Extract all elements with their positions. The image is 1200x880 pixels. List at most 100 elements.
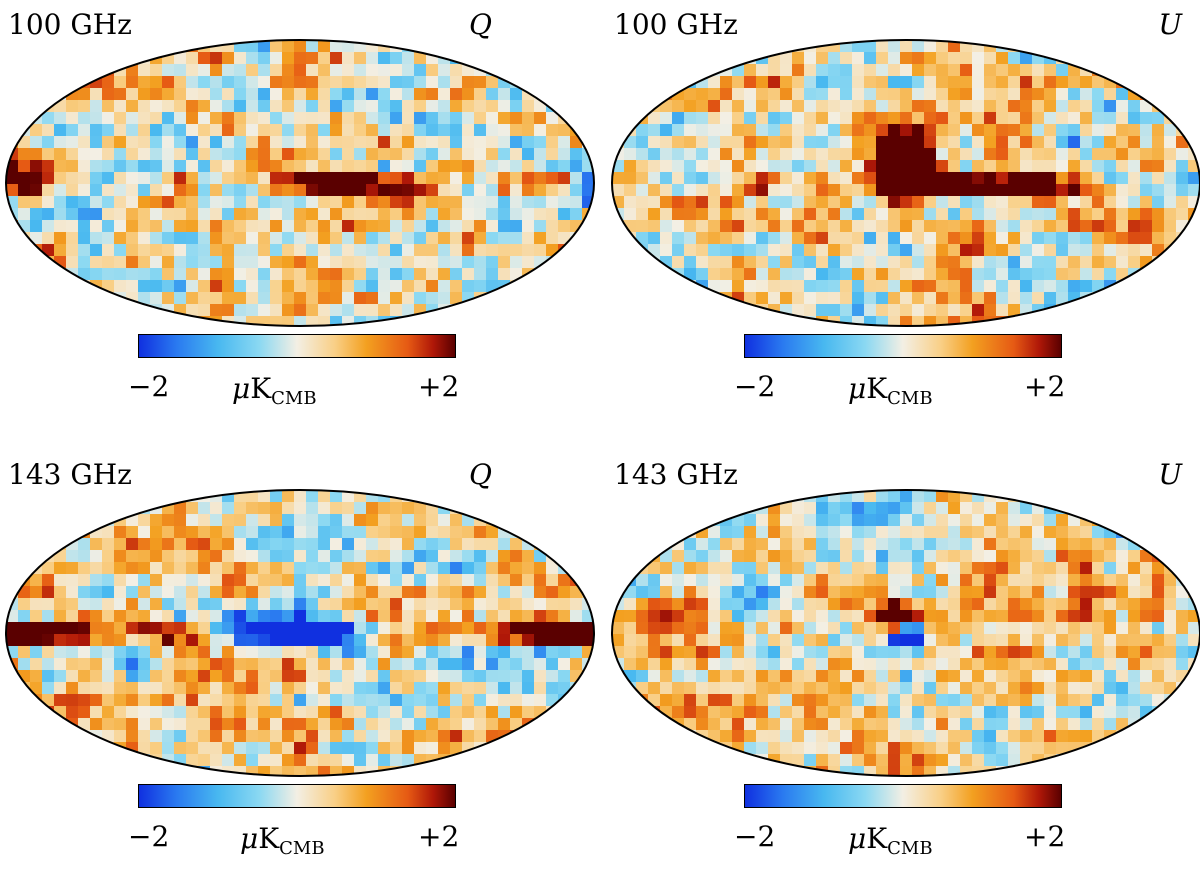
map-pixel — [1152, 160, 1165, 173]
map-pixel — [660, 598, 673, 611]
map-pixel — [960, 754, 973, 767]
map-pixel — [222, 292, 235, 305]
map-pixel — [768, 538, 781, 551]
map-pixel — [438, 280, 451, 293]
map-pixel — [852, 76, 865, 89]
map-pixel — [804, 574, 817, 587]
map-pixel — [258, 622, 271, 635]
map-pixel — [840, 694, 853, 707]
map-pixel — [828, 682, 841, 695]
map-pixel — [804, 538, 817, 551]
map-pixel — [780, 196, 793, 209]
map-pixel — [828, 610, 841, 623]
map-pixel — [780, 694, 793, 707]
map-pixel — [54, 586, 67, 599]
map-pixel — [114, 538, 127, 551]
map-pixel — [402, 136, 415, 149]
map-pixel — [222, 526, 235, 539]
map-pixel — [366, 514, 379, 527]
map-pixel — [1044, 598, 1057, 611]
map-pixel — [246, 304, 259, 317]
map-pixel — [354, 208, 367, 221]
map-pixel — [210, 184, 223, 197]
map-pixel — [30, 184, 43, 197]
map-pixel — [744, 706, 757, 719]
map-pixel — [1020, 280, 1033, 293]
map-pixel — [450, 280, 463, 293]
map-pixel — [888, 304, 901, 317]
map-pixel — [972, 52, 985, 65]
map-pixel — [378, 562, 391, 575]
map-pixel — [30, 208, 43, 221]
map-pixel — [150, 550, 163, 563]
map-pixel — [162, 112, 175, 125]
map-pixel — [210, 256, 223, 269]
map-pixel — [984, 304, 997, 317]
map-pixel — [864, 754, 877, 767]
map-pixel — [402, 526, 415, 539]
map-pixel — [510, 694, 523, 707]
map-pixel — [1116, 172, 1129, 185]
map-pixel — [1032, 100, 1045, 113]
map-pixel — [852, 268, 865, 281]
map-pixel — [174, 124, 187, 137]
map-pixel — [972, 502, 985, 515]
mollweide-map — [611, 489, 1200, 777]
map-pixel — [756, 220, 769, 233]
map-pixel — [390, 598, 403, 611]
map-pixel — [126, 148, 139, 161]
map-pixel — [318, 88, 331, 101]
map-pixel — [1008, 172, 1021, 185]
map-pixel — [1044, 586, 1057, 599]
map-pixel — [318, 670, 331, 683]
map-pixel — [708, 268, 721, 281]
map-pixel — [1008, 754, 1021, 767]
map-pixel — [1176, 646, 1189, 659]
map-pixel — [852, 196, 865, 209]
map-pixel — [390, 526, 403, 539]
map-pixel — [1020, 184, 1033, 197]
map-pixel — [534, 682, 547, 695]
map-pixel — [498, 148, 511, 161]
map-pixel — [534, 622, 547, 635]
map-pixel — [270, 112, 283, 125]
map-pixel — [186, 160, 199, 173]
map-pixel — [498, 562, 511, 575]
map-pixel — [330, 112, 343, 125]
map-pixel — [126, 718, 139, 731]
map-pixel — [174, 694, 187, 707]
map-pixel — [888, 88, 901, 101]
map-pixel — [78, 196, 91, 209]
map-pixel — [546, 634, 559, 647]
map-pixel — [366, 148, 379, 161]
map-pixel — [186, 124, 199, 137]
map-pixel — [270, 694, 283, 707]
map-pixel — [960, 634, 973, 647]
map-pixel — [1104, 646, 1117, 659]
map-pixel — [414, 100, 427, 113]
map-pixel — [960, 148, 973, 161]
map-pixel — [1008, 112, 1021, 125]
map-pixel — [948, 184, 961, 197]
map-pixel — [1080, 172, 1093, 185]
map-pixel — [462, 160, 475, 173]
map-pixel — [1008, 304, 1021, 317]
map-pixel — [936, 40, 949, 53]
map-pixel — [294, 550, 307, 563]
map-pixel — [222, 76, 235, 89]
map-pixel — [162, 730, 175, 743]
map-pixel — [720, 76, 733, 89]
map-pixel — [474, 574, 487, 587]
map-pixel — [390, 634, 403, 647]
map-pixel — [198, 706, 211, 719]
map-pixel — [1176, 184, 1189, 197]
map-pixel — [294, 148, 307, 161]
map-pixel — [1176, 196, 1189, 209]
map-pixel — [888, 244, 901, 257]
map-pixel — [672, 112, 685, 125]
map-pixel — [1008, 124, 1021, 137]
map-pixel — [150, 136, 163, 149]
map-pixel — [534, 634, 547, 647]
map-pixel — [426, 268, 439, 281]
map-pixel — [222, 148, 235, 161]
